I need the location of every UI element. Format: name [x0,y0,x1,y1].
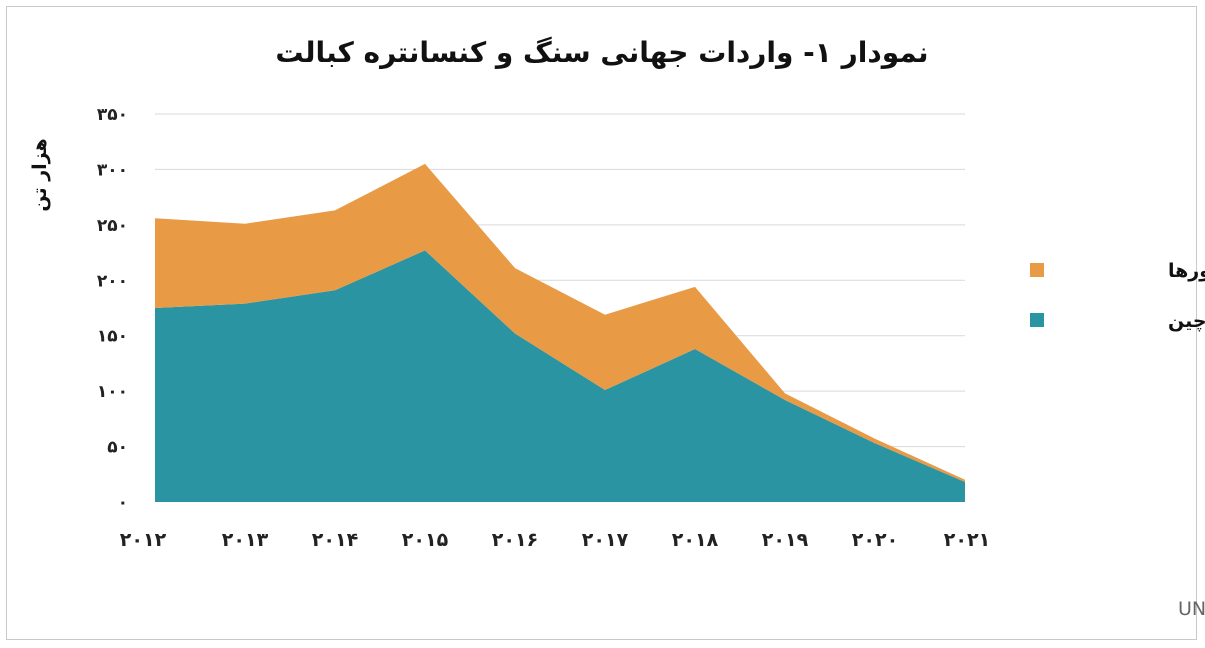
y-tick-label: ۰ [118,493,128,513]
legend-label: چین [1168,310,1205,332]
y-tick-label: ۲۵۰ [97,216,128,236]
x-tick-label: ۲۰۱۹ [762,529,809,551]
x-tick-label: ۲۰۱۶ [492,529,538,551]
y-tick-label: ۵۰ [107,438,128,458]
x-tick-label: ۲۰۱۷ [582,529,629,551]
x-tick-label: ۲۰۱۴ [312,529,358,551]
x-axis-ticks: ۲۰۱۲ ۲۰۱۳ ۲۰۱۴ ۲۰۱۵ ۲۰۱۶ ۲۰۱۷ ۲۰۱۸ ۲۰۱۹ ۲۰۲۰ ۲۰۲۱ [120,529,990,551]
legend-swatch [1030,263,1044,277]
y-axis-ticks: ۰ ۵۰ ۱۰۰ ۱۵۰ ۲۰۰ ۲۵۰ ۳۰۰ ۳۵۰ [97,105,128,513]
area-series-0 [155,250,965,502]
area-series-1 [155,163,965,482]
chart-frame [6,6,1197,640]
legend: سایر کشورها چین [1030,260,1205,332]
legend-swatch [1030,313,1044,327]
chart-title: نمودار ۱- واردات جهانی سنگ و کنسانتره کب… [275,36,928,69]
source-note: منبع:UN Comtrade [1178,598,1205,620]
x-tick-label: ۲۰۲۱ [944,529,990,551]
y-tick-label: ۱۵۰ [97,327,128,347]
y-tick-label: ۲۰۰ [97,271,128,291]
y-tick-label: ۳۵۰ [97,105,128,125]
legend-label: سایر کشورها [1168,260,1205,282]
y-tick-label: ۳۰۰ [97,160,128,180]
x-tick-label: ۲۰۱۸ [672,529,719,551]
x-tick-label: ۲۰۱۲ [120,529,167,551]
x-tick-label: ۲۰۱۵ [402,529,449,551]
x-tick-label: ۲۰۲۰ [852,529,898,551]
y-tick-label: ۱۰۰ [97,382,128,402]
y-axis-label: هزار تن [29,138,51,211]
x-tick-label: ۲۰۱۳ [222,529,269,551]
area-series [155,163,965,502]
